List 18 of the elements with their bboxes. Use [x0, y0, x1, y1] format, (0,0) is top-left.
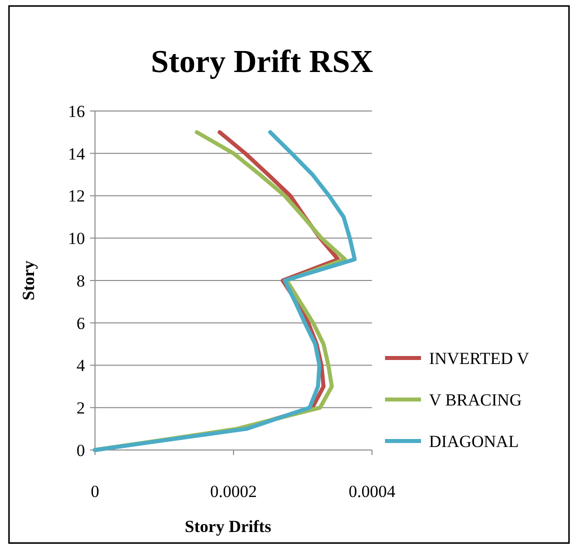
legend-label: DIAGONAL [429, 432, 519, 451]
y-tick-label: 16 [68, 102, 85, 121]
legend-label: INVERTED V [429, 348, 530, 368]
x-tick-label: 0.0004 [348, 482, 396, 501]
x-axis-title: Story Drifts [184, 517, 272, 536]
x-tick-label: 0 [90, 482, 100, 501]
y-tick-label: 0 [76, 440, 85, 460]
y-tick-label: 14 [68, 144, 86, 164]
x-tick-label: 0.0002 [210, 482, 257, 501]
y-tick-label: 2 [76, 398, 85, 418]
y-tick-label: 4 [76, 356, 86, 376]
y-tick-label: 6 [76, 314, 85, 333]
y-tick-label: 8 [76, 271, 85, 290]
y-tick-label: 12 [68, 186, 85, 206]
y-tick-label: 10 [68, 229, 85, 248]
chart-title: Story Drift RSX [150, 43, 374, 79]
legend-label: V BRACING [429, 390, 522, 410]
y-axis-title: Story [19, 260, 38, 300]
